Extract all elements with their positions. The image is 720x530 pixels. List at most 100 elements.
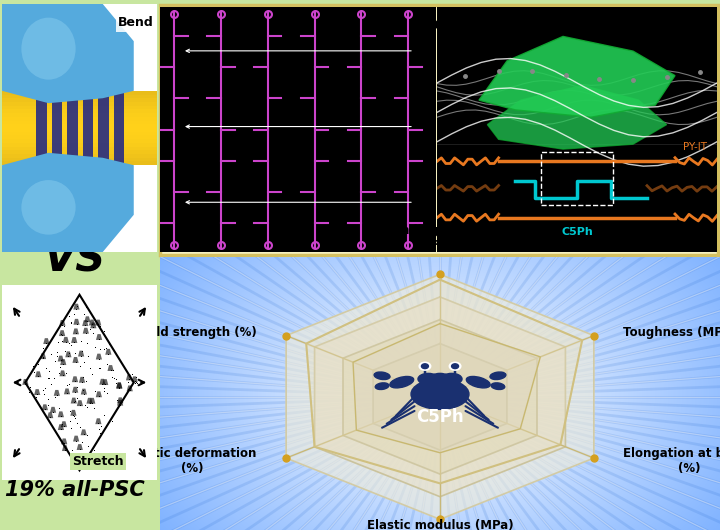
Bar xyxy=(52,91,63,165)
Polygon shape xyxy=(487,85,667,149)
Polygon shape xyxy=(315,297,565,497)
Polygon shape xyxy=(60,370,66,376)
Polygon shape xyxy=(43,338,50,344)
Polygon shape xyxy=(71,337,77,343)
Polygon shape xyxy=(86,398,93,404)
Bar xyxy=(2,120,157,124)
Polygon shape xyxy=(72,387,78,393)
Polygon shape xyxy=(58,356,64,361)
Text: Bending stability
(%): Bending stability (%) xyxy=(384,224,496,252)
Polygon shape xyxy=(343,320,537,474)
Polygon shape xyxy=(66,351,71,357)
Polygon shape xyxy=(96,334,102,340)
Polygon shape xyxy=(54,390,60,396)
Polygon shape xyxy=(34,389,40,395)
Polygon shape xyxy=(73,436,79,441)
Bar xyxy=(36,91,47,165)
Bar xyxy=(2,162,157,165)
Polygon shape xyxy=(35,372,41,377)
Text: Elastic deformation
(%): Elastic deformation (%) xyxy=(127,447,256,475)
Polygon shape xyxy=(132,376,138,382)
Polygon shape xyxy=(2,4,134,103)
Text: Small molecule doping: Small molecule doping xyxy=(322,15,552,33)
Text: Toughness (MPa): Toughness (MPa) xyxy=(624,326,720,339)
Polygon shape xyxy=(58,411,64,417)
Bar xyxy=(2,158,157,162)
Bar xyxy=(2,143,157,147)
Bar xyxy=(2,109,157,113)
Polygon shape xyxy=(42,404,48,410)
Ellipse shape xyxy=(22,17,76,80)
Polygon shape xyxy=(81,388,87,394)
Text: Stretch: Stretch xyxy=(72,455,124,469)
Polygon shape xyxy=(84,316,91,322)
Bar xyxy=(2,132,157,136)
Polygon shape xyxy=(73,329,79,334)
Polygon shape xyxy=(73,357,78,363)
Polygon shape xyxy=(102,379,108,385)
Polygon shape xyxy=(83,328,89,333)
Text: C5Ph: C5Ph xyxy=(561,227,593,237)
Polygon shape xyxy=(116,383,122,389)
Polygon shape xyxy=(105,349,112,355)
Polygon shape xyxy=(71,410,76,416)
Ellipse shape xyxy=(22,180,76,235)
Polygon shape xyxy=(76,444,83,450)
Bar xyxy=(2,102,157,105)
Polygon shape xyxy=(117,400,123,405)
Polygon shape xyxy=(353,324,540,453)
Text: Elongation at break
(%): Elongation at break (%) xyxy=(624,447,720,475)
Polygon shape xyxy=(117,398,123,403)
Polygon shape xyxy=(59,330,66,336)
Bar xyxy=(2,91,157,94)
Text: PY-IT: PY-IT xyxy=(683,142,706,152)
Polygon shape xyxy=(82,320,89,326)
Bar xyxy=(2,98,157,102)
Text: Bend: Bend xyxy=(118,16,154,29)
Bar xyxy=(2,139,157,143)
Bar xyxy=(2,117,157,120)
Bar xyxy=(160,5,718,255)
Ellipse shape xyxy=(490,372,506,379)
Polygon shape xyxy=(73,319,80,325)
Polygon shape xyxy=(72,376,78,382)
Text: VS: VS xyxy=(44,239,106,281)
Bar xyxy=(2,147,157,151)
Polygon shape xyxy=(306,280,582,483)
Polygon shape xyxy=(58,424,64,430)
Bar xyxy=(2,154,157,158)
Polygon shape xyxy=(78,351,84,357)
Polygon shape xyxy=(64,388,70,394)
Ellipse shape xyxy=(467,376,490,388)
Ellipse shape xyxy=(375,383,389,390)
Polygon shape xyxy=(79,377,85,383)
Ellipse shape xyxy=(390,376,414,388)
Bar xyxy=(2,151,157,154)
Bar xyxy=(67,91,78,165)
Circle shape xyxy=(419,362,431,370)
Polygon shape xyxy=(2,153,134,252)
Polygon shape xyxy=(81,429,87,435)
Polygon shape xyxy=(99,379,106,385)
Polygon shape xyxy=(50,407,56,413)
Text: C5Ph: C5Ph xyxy=(416,408,464,426)
Ellipse shape xyxy=(411,379,469,409)
Bar xyxy=(2,113,157,117)
Ellipse shape xyxy=(418,374,439,385)
Polygon shape xyxy=(77,400,83,406)
Polygon shape xyxy=(47,412,53,418)
Circle shape xyxy=(451,364,459,368)
Polygon shape xyxy=(63,337,69,343)
Bar xyxy=(2,124,157,128)
Polygon shape xyxy=(479,37,675,117)
Polygon shape xyxy=(62,445,68,451)
Polygon shape xyxy=(107,365,114,371)
Bar xyxy=(2,128,157,132)
Polygon shape xyxy=(22,379,29,385)
Ellipse shape xyxy=(491,383,505,390)
Polygon shape xyxy=(95,418,102,424)
Polygon shape xyxy=(61,438,67,444)
Polygon shape xyxy=(96,354,102,359)
Polygon shape xyxy=(126,375,132,381)
Bar xyxy=(2,136,157,139)
